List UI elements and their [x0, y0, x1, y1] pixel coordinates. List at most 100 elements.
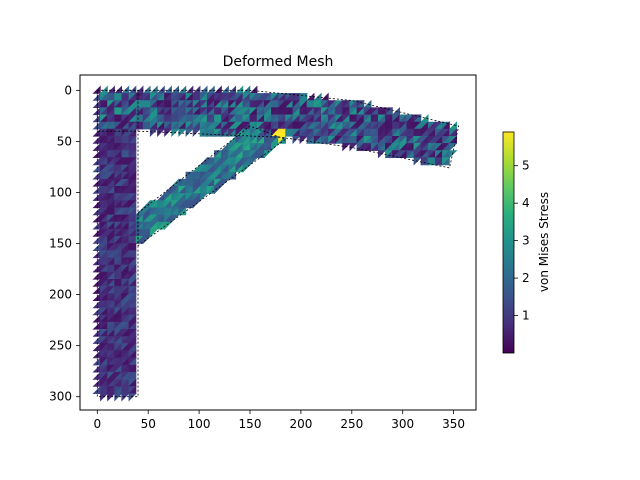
mesh-element: [92, 85, 101, 94]
mesh-element: [441, 156, 450, 166]
mesh-element: [114, 393, 123, 402]
mesh-element: [120, 85, 130, 94]
mesh-element: [249, 157, 258, 166]
mesh-element: [106, 85, 115, 94]
mesh-element: [113, 85, 122, 94]
mesh-element: [92, 128, 101, 137]
mesh-element: [170, 178, 179, 187]
mesh-element: [92, 156, 101, 166]
region-outline: [96, 89, 139, 398]
mesh-element: [163, 85, 172, 94]
mesh-element: [149, 128, 159, 138]
mesh-element: [449, 143, 458, 152]
colorbar-label: von Mises Stress: [537, 192, 551, 292]
mesh-element: [92, 321, 101, 330]
mesh-element: [142, 199, 151, 209]
mesh-element: [206, 85, 215, 94]
colorbar-tick-label: 3: [522, 234, 530, 248]
x-tick-label: 100: [188, 417, 211, 431]
mesh-element: [214, 186, 223, 195]
mesh-element: [192, 128, 201, 138]
mesh-element: [92, 364, 101, 373]
mesh-element: [227, 85, 237, 94]
region-outline: [137, 125, 287, 247]
y-tick-label: 100: [49, 185, 72, 199]
mesh-element: [220, 85, 229, 94]
mesh-element: [164, 221, 173, 230]
mesh-element: [92, 271, 101, 280]
mesh-element: [135, 207, 144, 216]
mesh-element: [135, 85, 144, 94]
x-tick-label: 50: [141, 417, 156, 431]
region-outline: [96, 89, 460, 169]
x-tick-label: 350: [442, 417, 465, 431]
mesh-element: [92, 99, 101, 108]
mesh-element: [92, 114, 101, 123]
y-tick-label: 200: [49, 288, 72, 302]
x-axis: 0 50 100 150 200 250 300 350: [93, 410, 465, 431]
mesh-element: [92, 335, 101, 344]
mesh-element: [292, 136, 301, 145]
mesh-element: [192, 200, 201, 209]
mesh-element: [249, 85, 258, 94]
mesh-element: [92, 221, 101, 230]
mesh-element: [92, 142, 101, 151]
mesh-element: [99, 85, 108, 94]
mesh-element: [227, 135, 237, 144]
mesh-element: [92, 207, 101, 216]
mesh-element: [121, 393, 130, 402]
mesh-element: [185, 128, 194, 138]
mesh-element: [107, 393, 116, 402]
mesh-element: [92, 257, 101, 266]
mesh-element: [192, 85, 201, 94]
mesh-element: [92, 178, 101, 187]
mesh-element: [149, 85, 158, 94]
mesh-element: [100, 393, 109, 402]
y-tick-label: 50: [57, 134, 72, 148]
colorbar-tick-label: 5: [522, 159, 530, 173]
mesh-element: [128, 393, 137, 402]
mesh-element: [185, 85, 194, 94]
mesh-element: [92, 242, 101, 251]
y-tick-label: 0: [64, 83, 72, 97]
mesh-element: [92, 314, 101, 323]
mesh-element: [320, 92, 329, 101]
mesh-element: [235, 85, 244, 94]
mesh-element: [92, 171, 101, 180]
mesh-element: [92, 92, 101, 101]
mesh-element: [220, 142, 229, 151]
x-tick-label: 200: [289, 417, 312, 431]
mesh-element: [177, 207, 187, 216]
mesh-element: [92, 185, 101, 194]
mesh-element: [199, 193, 208, 202]
mesh-element: [92, 350, 101, 359]
mesh-element: [213, 85, 222, 94]
mesh-element: [92, 378, 101, 387]
mesh-element: [92, 199, 101, 209]
mesh-element: [92, 307, 101, 316]
mesh-element: [156, 85, 165, 94]
colorbar-tick-label: 2: [522, 271, 530, 285]
x-tick-label: 150: [239, 417, 262, 431]
mesh-element: [92, 357, 101, 366]
mesh-element: [177, 85, 187, 94]
x-tick-label: 300: [391, 417, 414, 431]
mesh-element: [92, 228, 101, 237]
chart-title: Deformed Mesh: [223, 54, 334, 70]
mesh-element: [92, 164, 101, 173]
mesh-element: [92, 192, 101, 201]
mesh-element: [149, 228, 159, 238]
mesh-element: [92, 135, 101, 144]
mesh-element: [199, 85, 208, 94]
y-tick-label: 150: [49, 237, 72, 251]
mesh-element: [92, 149, 101, 158]
mesh-element: [242, 85, 251, 94]
colorbar-ticks: 1 2 3 4 5: [514, 159, 530, 323]
mesh-element: [92, 278, 101, 287]
mesh-element: [92, 121, 101, 130]
mesh-element: [449, 150, 458, 159]
mesh-element: [199, 156, 208, 166]
mesh-element: [142, 85, 151, 94]
mesh-element: [92, 292, 101, 302]
